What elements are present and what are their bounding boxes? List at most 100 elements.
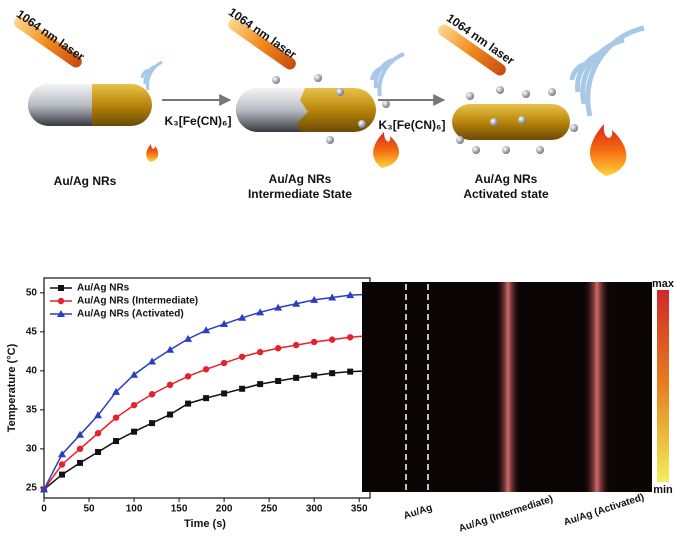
marker [76, 430, 85, 438]
colorbar-max: max [652, 278, 675, 290]
legend-marker [57, 310, 65, 317]
series-line [43, 370, 369, 490]
marker [256, 348, 264, 356]
thermal-image: max min Au/Ag Au/Ag (Intermediate) Au/Ag… [362, 278, 675, 535]
stage-label: Activated state [463, 187, 549, 201]
marker [185, 400, 192, 407]
marker [292, 299, 301, 307]
marker [347, 368, 354, 375]
heat-stripe [584, 282, 610, 492]
flame [373, 132, 400, 168]
silver-shell [28, 84, 92, 126]
silver-shell [236, 88, 308, 132]
x-tick-label: 150 [171, 504, 188, 515]
marker [148, 391, 156, 398]
marker [329, 370, 336, 377]
laser-beam [228, 18, 296, 70]
stage-label: Intermediate State [248, 187, 352, 201]
marker [328, 293, 337, 301]
marker [256, 308, 265, 316]
marker [58, 450, 67, 458]
x-tick-label: 200 [216, 504, 233, 515]
marker [220, 359, 228, 367]
series-line [43, 293, 369, 490]
marker [130, 401, 138, 409]
line-chart: Time (s) Temperature (°C) 25 30 35 40 45 50 0 5… [6, 277, 373, 530]
marker [148, 357, 157, 365]
nanorod [452, 104, 570, 140]
marker [220, 320, 229, 328]
reagent: K₃[Fe(CN)₆] [379, 118, 446, 132]
ag-particles [272, 74, 390, 144]
marker [275, 377, 282, 384]
y-tick-label: 35 [26, 404, 38, 415]
marker [310, 338, 318, 346]
x-tick-label: 0 [41, 504, 47, 515]
marker [292, 341, 300, 349]
lane-label: Au/Ag (Activated) [562, 492, 645, 528]
marker [346, 334, 354, 341]
x-axis-label: Time (s) [184, 518, 226, 530]
lane-label: Au/Ag (Intermediate) [458, 494, 555, 535]
marker [274, 345, 282, 352]
waves [140, 60, 163, 91]
marker [58, 461, 66, 468]
marker [328, 336, 336, 343]
legend-marker [58, 285, 64, 291]
marker [131, 428, 138, 435]
marker [239, 385, 246, 392]
laser-beam [438, 24, 506, 76]
marker [184, 334, 193, 342]
marker [94, 411, 103, 419]
stage-label: Au/Ag NRs [54, 174, 117, 188]
marker [293, 374, 300, 381]
marker [130, 370, 139, 378]
marker [95, 448, 102, 455]
marker [77, 459, 84, 466]
x-tick-label: 300 [306, 504, 323, 515]
marker [113, 438, 120, 445]
marker [202, 366, 210, 373]
y-tick-label: 45 [26, 326, 38, 337]
colorbar [657, 290, 669, 482]
marker [346, 291, 355, 299]
reagent: K₃[Fe(CN)₆] [165, 114, 232, 128]
x-tick-label: 100 [126, 504, 143, 515]
waves [370, 52, 405, 97]
y-tick-label: 50 [26, 287, 38, 298]
marker [203, 395, 210, 402]
marker [257, 381, 264, 388]
ag-particles [456, 86, 578, 154]
stage-label: Au/Ag NRs [269, 172, 332, 186]
marker [238, 353, 246, 360]
laser-beam [14, 16, 82, 68]
lane-label: Au/Ag [402, 502, 433, 522]
marker [238, 313, 247, 321]
waves [569, 25, 645, 117]
y-tick-label: 40 [26, 365, 38, 376]
marker [94, 430, 102, 437]
marker [221, 390, 228, 397]
legend-label: Au/Ag NRs [77, 283, 130, 294]
marker [184, 373, 192, 380]
schematic: 1064 nm laser Au/Ag NRs K₃[Fe(CN)₆] 1064… [14, 5, 645, 201]
flame [590, 124, 627, 176]
y-tick-label: 25 [26, 482, 38, 493]
x-tick-label: 50 [83, 504, 95, 515]
marker [166, 381, 174, 389]
series-line [43, 334, 369, 490]
y-tick-label: 30 [26, 443, 38, 454]
heat-stripe [496, 282, 520, 492]
y-axis-label: Temperature (°C) [6, 343, 18, 432]
marker [112, 414, 120, 421]
stage-label: Au/Ag NRs [475, 172, 538, 186]
marker [167, 411, 174, 418]
marker [40, 485, 48, 493]
marker [274, 303, 283, 311]
x-tick-label: 350 [351, 504, 368, 515]
marker [311, 372, 318, 379]
x-tick-label: 250 [261, 504, 278, 515]
marker [112, 387, 121, 395]
colorbar-min: min [653, 484, 673, 496]
